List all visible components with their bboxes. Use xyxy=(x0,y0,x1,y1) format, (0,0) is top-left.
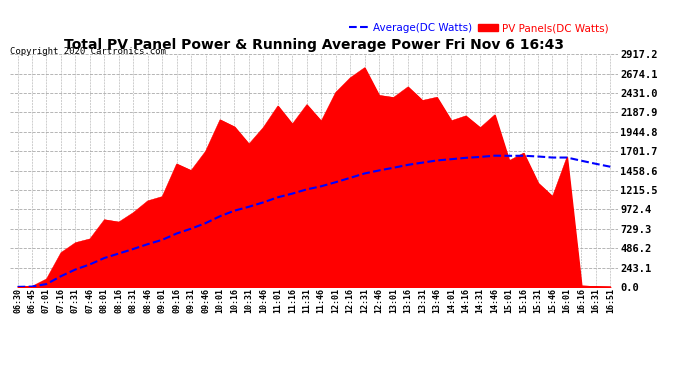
Legend: Average(DC Watts), PV Panels(DC Watts): Average(DC Watts), PV Panels(DC Watts) xyxy=(345,19,612,37)
Title: Total PV Panel Power & Running Average Power Fri Nov 6 16:43: Total PV Panel Power & Running Average P… xyxy=(64,38,564,52)
Text: Copyright 2020 Cartronics.com: Copyright 2020 Cartronics.com xyxy=(10,47,166,56)
